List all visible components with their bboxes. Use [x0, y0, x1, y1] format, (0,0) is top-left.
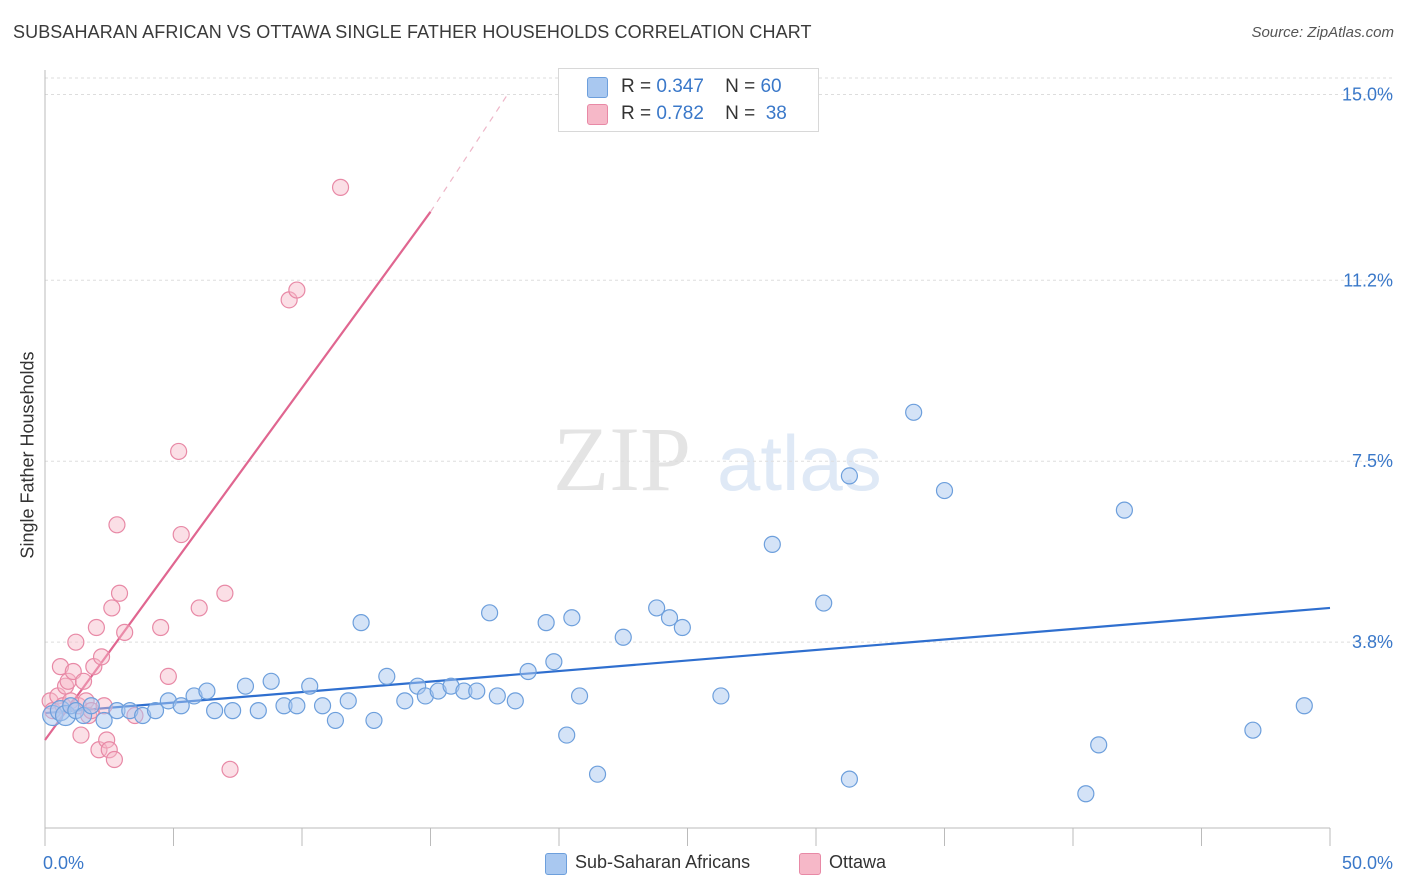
sub-saharan-point [488, 687, 506, 705]
ottawa-point [92, 648, 111, 666]
sub-saharan-point [288, 697, 306, 715]
sub-saharan-point [1244, 721, 1262, 739]
ottawa-point [190, 599, 208, 617]
sub-saharan-point [660, 609, 679, 627]
sub-saharan-point [840, 770, 859, 788]
x-tick-label: 0.0% [43, 853, 84, 873]
sub-saharan-point [365, 711, 383, 730]
sub-saharan-point [339, 692, 357, 710]
sub-saharan-point [506, 692, 524, 710]
sub-saharan-point [206, 702, 224, 720]
sub-saharan-point [95, 711, 113, 730]
ottawa-point [116, 623, 134, 641]
x-tick-label: 50.0% [1342, 853, 1393, 873]
correlation-legend: R = 0.347 N = 60 R = 0.782 N = 38 [558, 68, 819, 132]
r-value: 0.782 [656, 103, 704, 124]
blue-swatch [545, 853, 567, 875]
sub-saharan-point [236, 677, 255, 695]
ottawa-point [170, 442, 188, 461]
sub-saharan-point [378, 667, 396, 686]
n-label: N = [725, 103, 756, 124]
sub-saharan-point [537, 614, 555, 632]
sub-saharan-point [1295, 697, 1313, 715]
sub-saharan-point [313, 697, 332, 715]
n-value: 60 [760, 76, 782, 97]
sub-saharan-point [1077, 785, 1095, 803]
sub-saharan-point [519, 662, 537, 681]
y-tick-label: 11.2% [1343, 270, 1393, 290]
sub-saharan-point [588, 765, 607, 783]
sub-saharan-point [146, 702, 165, 720]
ottawa-point [100, 741, 118, 759]
ottawa-point [67, 633, 85, 651]
r-label: R = [621, 76, 652, 97]
ottawa-point [87, 618, 106, 637]
source-label: Source: ZipAtlas.com [1251, 24, 1394, 41]
r-label: R = [621, 103, 652, 124]
sub-saharan-point [712, 687, 730, 705]
y-tick-label: 3.8% [1352, 632, 1393, 652]
ottawa-point [103, 599, 121, 617]
ottawa-point [51, 658, 70, 676]
ottawa-point [288, 281, 306, 299]
sub-saharan-point [673, 618, 691, 637]
sub-saharan-point [935, 481, 954, 500]
sub-saharan-point [614, 628, 632, 646]
ottawa-point [98, 731, 116, 749]
ottawa-point [172, 525, 190, 544]
sub-saharan-point [763, 535, 781, 553]
sub-saharan-point [172, 697, 190, 715]
sub-saharan-point [198, 682, 216, 700]
ottawa-point [221, 760, 239, 778]
pink-swatch [587, 104, 608, 125]
sub-saharan-point [1115, 501, 1134, 519]
sub-saharan-point [545, 653, 563, 671]
trendline-ottawa-extension [429, 94, 509, 213]
sub-saharan-point [224, 702, 242, 720]
sub-saharan-point [468, 682, 486, 700]
sub-saharan-point [352, 614, 370, 632]
trendline-sub-saharan [44, 606, 1331, 715]
sub-saharan-point [815, 594, 833, 612]
watermark-zip: ZIP [553, 408, 691, 510]
ottawa-point [105, 750, 123, 769]
sub-saharan-point [326, 711, 345, 730]
sub-saharan-point [840, 467, 859, 485]
sub-saharan-point [249, 702, 267, 720]
sub-saharan-point [648, 599, 666, 617]
ottawa-point [74, 672, 93, 690]
sub-saharan-point [396, 692, 414, 710]
ottawa-point [152, 618, 170, 637]
y-tick-label: 7.5% [1352, 451, 1393, 471]
ottawa-point [216, 584, 234, 602]
blue-swatch [587, 77, 608, 98]
sub-saharan-point [558, 726, 576, 744]
sub-saharan-point [563, 609, 581, 627]
r-value: 0.347 [656, 76, 704, 97]
watermark-atlas: atlas [717, 419, 882, 507]
legend-label: Sub-Saharan Africans [575, 852, 751, 872]
ottawa-point [72, 726, 90, 744]
sub-saharan-point [301, 677, 319, 695]
ottawa-point [159, 667, 177, 686]
chart-title: SUBSAHARAN AFRICAN VS OTTAWA SINGLE FATH… [13, 22, 812, 42]
sub-saharan-point [1090, 736, 1108, 754]
sub-saharan-point [262, 672, 280, 690]
ottawa-point [108, 516, 126, 534]
sub-saharan-point [905, 403, 923, 421]
sub-saharan-point [570, 687, 589, 705]
n-value: 38 [765, 103, 787, 124]
legend-label: Ottawa [829, 852, 887, 872]
ottawa-point [110, 584, 129, 602]
sub-saharan-point [82, 697, 100, 715]
trendline-ottawa [44, 211, 432, 741]
n-label: N = [725, 76, 756, 97]
sub-saharan-point [481, 604, 499, 622]
ottawa-point [331, 178, 350, 196]
pink-swatch [799, 853, 821, 875]
y-tick-label: 15.0% [1342, 84, 1393, 104]
